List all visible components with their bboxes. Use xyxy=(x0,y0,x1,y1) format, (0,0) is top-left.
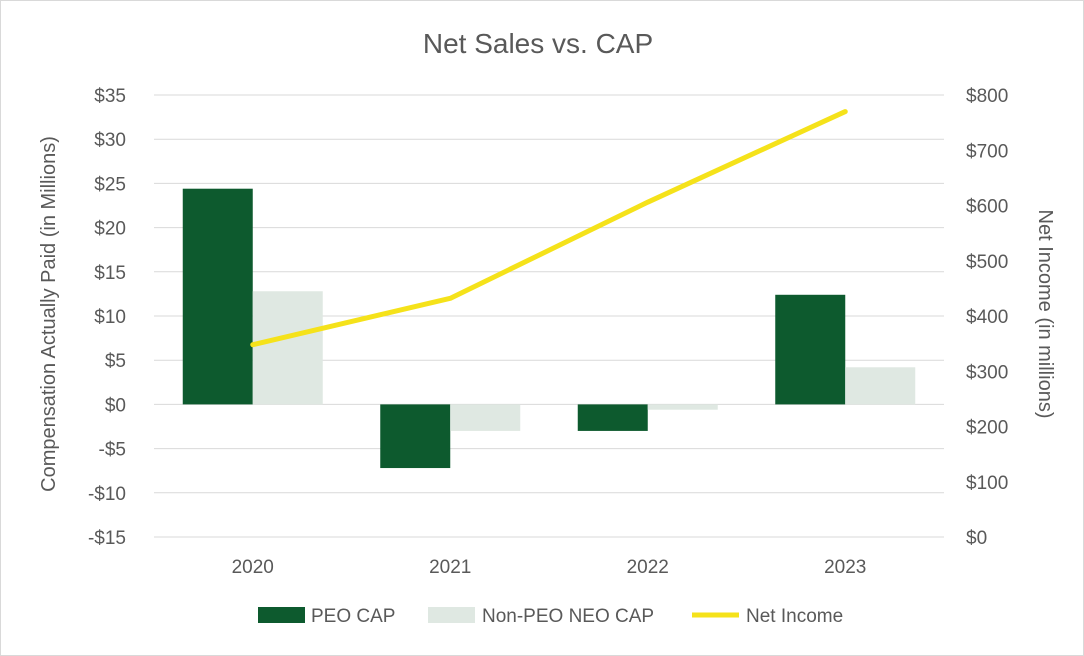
right-tick-label: $200 xyxy=(966,418,1008,439)
line-net-income xyxy=(250,109,848,348)
left-tick-label: $0 xyxy=(105,395,126,416)
right-axis-title: Net Income (in millions) xyxy=(1034,210,1056,419)
legend-label-non-peo-neo-cap: Non-PEO NEO CAP xyxy=(482,606,654,627)
left-tick-label: $35 xyxy=(94,86,126,107)
bar-peo-cap xyxy=(577,404,648,431)
left-tick-label: $20 xyxy=(94,219,126,240)
right-tick-label: $400 xyxy=(966,307,1008,328)
right-tick-label: $800 xyxy=(966,86,1008,107)
right-tick-label: $500 xyxy=(966,252,1008,273)
left-axis-title: Compensation Actually Paid (in Millions) xyxy=(38,136,60,492)
left-tick-label: $10 xyxy=(94,307,126,328)
x-tick-label: 2021 xyxy=(429,557,471,578)
left-tick-label: -$15 xyxy=(88,528,126,549)
right-axis-ticks: $800 $700 $600 $500 $400 $300 $200 $100 $0 xyxy=(966,86,1008,549)
right-tick-label: $100 xyxy=(966,473,1008,494)
x-tick-label: 2020 xyxy=(232,557,274,578)
left-tick-label: $25 xyxy=(94,174,126,195)
bar-peo-cap xyxy=(380,404,451,469)
legend-label-peo-cap: PEO CAP xyxy=(311,606,395,627)
net-income-line xyxy=(250,109,848,348)
bar-non-peo-neo-cap xyxy=(647,404,718,410)
bar-non-peo-neo-cap xyxy=(845,367,916,405)
legend-swatch-peo-cap xyxy=(258,607,305,623)
left-tick-label: $30 xyxy=(94,130,126,151)
x-tick-label: 2023 xyxy=(824,557,866,578)
left-tick-label: -$5 xyxy=(99,440,126,461)
right-tick-label: $600 xyxy=(966,197,1008,218)
legend-swatch-non-peo-neo-cap xyxy=(428,607,475,623)
bar-non-peo-neo-cap xyxy=(252,291,323,405)
left-tick-label: $5 xyxy=(105,351,126,372)
left-axis-ticks: $35 $30 $25 $20 $15 $10 $5 $0 -$5 -$10 -$15 xyxy=(88,86,126,549)
right-tick-label: $700 xyxy=(966,141,1008,162)
legend: PEO CAP Non-PEO NEO CAP Net Income xyxy=(258,606,843,627)
left-tick-label: $15 xyxy=(94,263,126,284)
x-axis-ticks: 2020 2021 2022 2023 xyxy=(232,557,867,578)
right-tick-label: $0 xyxy=(966,528,987,549)
x-tick-label: 2022 xyxy=(627,557,669,578)
left-tick-label: -$10 xyxy=(88,484,126,505)
chart-title: Net Sales vs. CAP xyxy=(423,28,653,59)
bar-peo-cap xyxy=(182,188,253,405)
bars xyxy=(182,188,916,469)
legend-label-net-income: Net Income xyxy=(746,606,843,627)
bar-non-peo-neo-cap xyxy=(450,404,521,431)
right-tick-label: $300 xyxy=(966,362,1008,383)
bar-peo-cap xyxy=(775,294,846,405)
